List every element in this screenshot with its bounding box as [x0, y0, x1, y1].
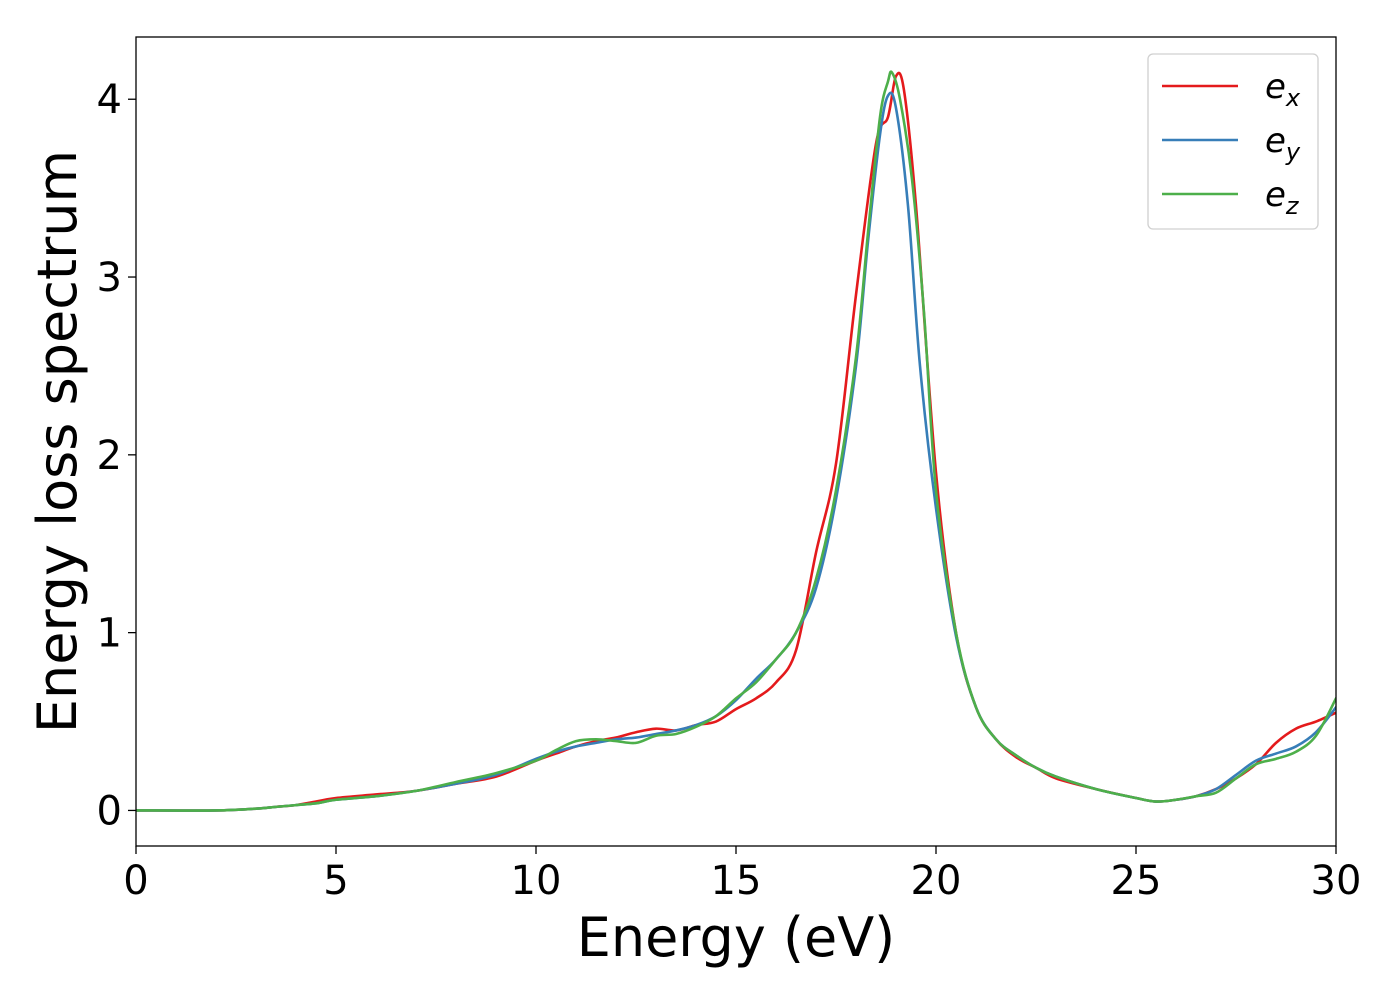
x-tick-label: 5 [323, 858, 348, 904]
x-tick-label: 25 [1111, 858, 1162, 904]
legend-label-sub: y [1285, 138, 1301, 166]
y-tick-label: 3 [97, 255, 122, 301]
y-axis-title: Energy loss spectrum [26, 150, 89, 733]
x-tick-label: 10 [511, 858, 562, 904]
series-layer [136, 70, 1336, 812]
y-axis-ticks: 0 1 2 3 4 [97, 77, 136, 834]
x-axis-title: Energy (eV) [577, 906, 896, 969]
legend-label-main: e [1265, 121, 1286, 161]
series-line-z [136, 70, 1336, 812]
legend-box [1147, 53, 1319, 230]
y-tick-label: 2 [97, 433, 122, 479]
y-tick-label: 4 [97, 77, 122, 123]
legend-label-x: ex [1265, 67, 1301, 112]
legend-label-main: e [1265, 175, 1286, 215]
x-tick-label: 0 [123, 858, 148, 904]
x-tick-label: 20 [911, 858, 962, 904]
x-axis-ticks: 0 5 10 15 20 25 30 [123, 846, 1361, 904]
legend-label-sub: z [1285, 192, 1300, 220]
x-tick-label: 15 [711, 858, 762, 904]
legend-label-y: ey [1265, 121, 1301, 166]
legend-label-sub: x [1285, 84, 1301, 112]
legend-label-z: ez [1265, 175, 1300, 220]
y-tick-label: 0 [97, 788, 122, 834]
x-tick-label: 30 [1311, 858, 1362, 904]
legend-label-main: e [1265, 67, 1286, 107]
y-tick-label: 1 [97, 611, 122, 657]
